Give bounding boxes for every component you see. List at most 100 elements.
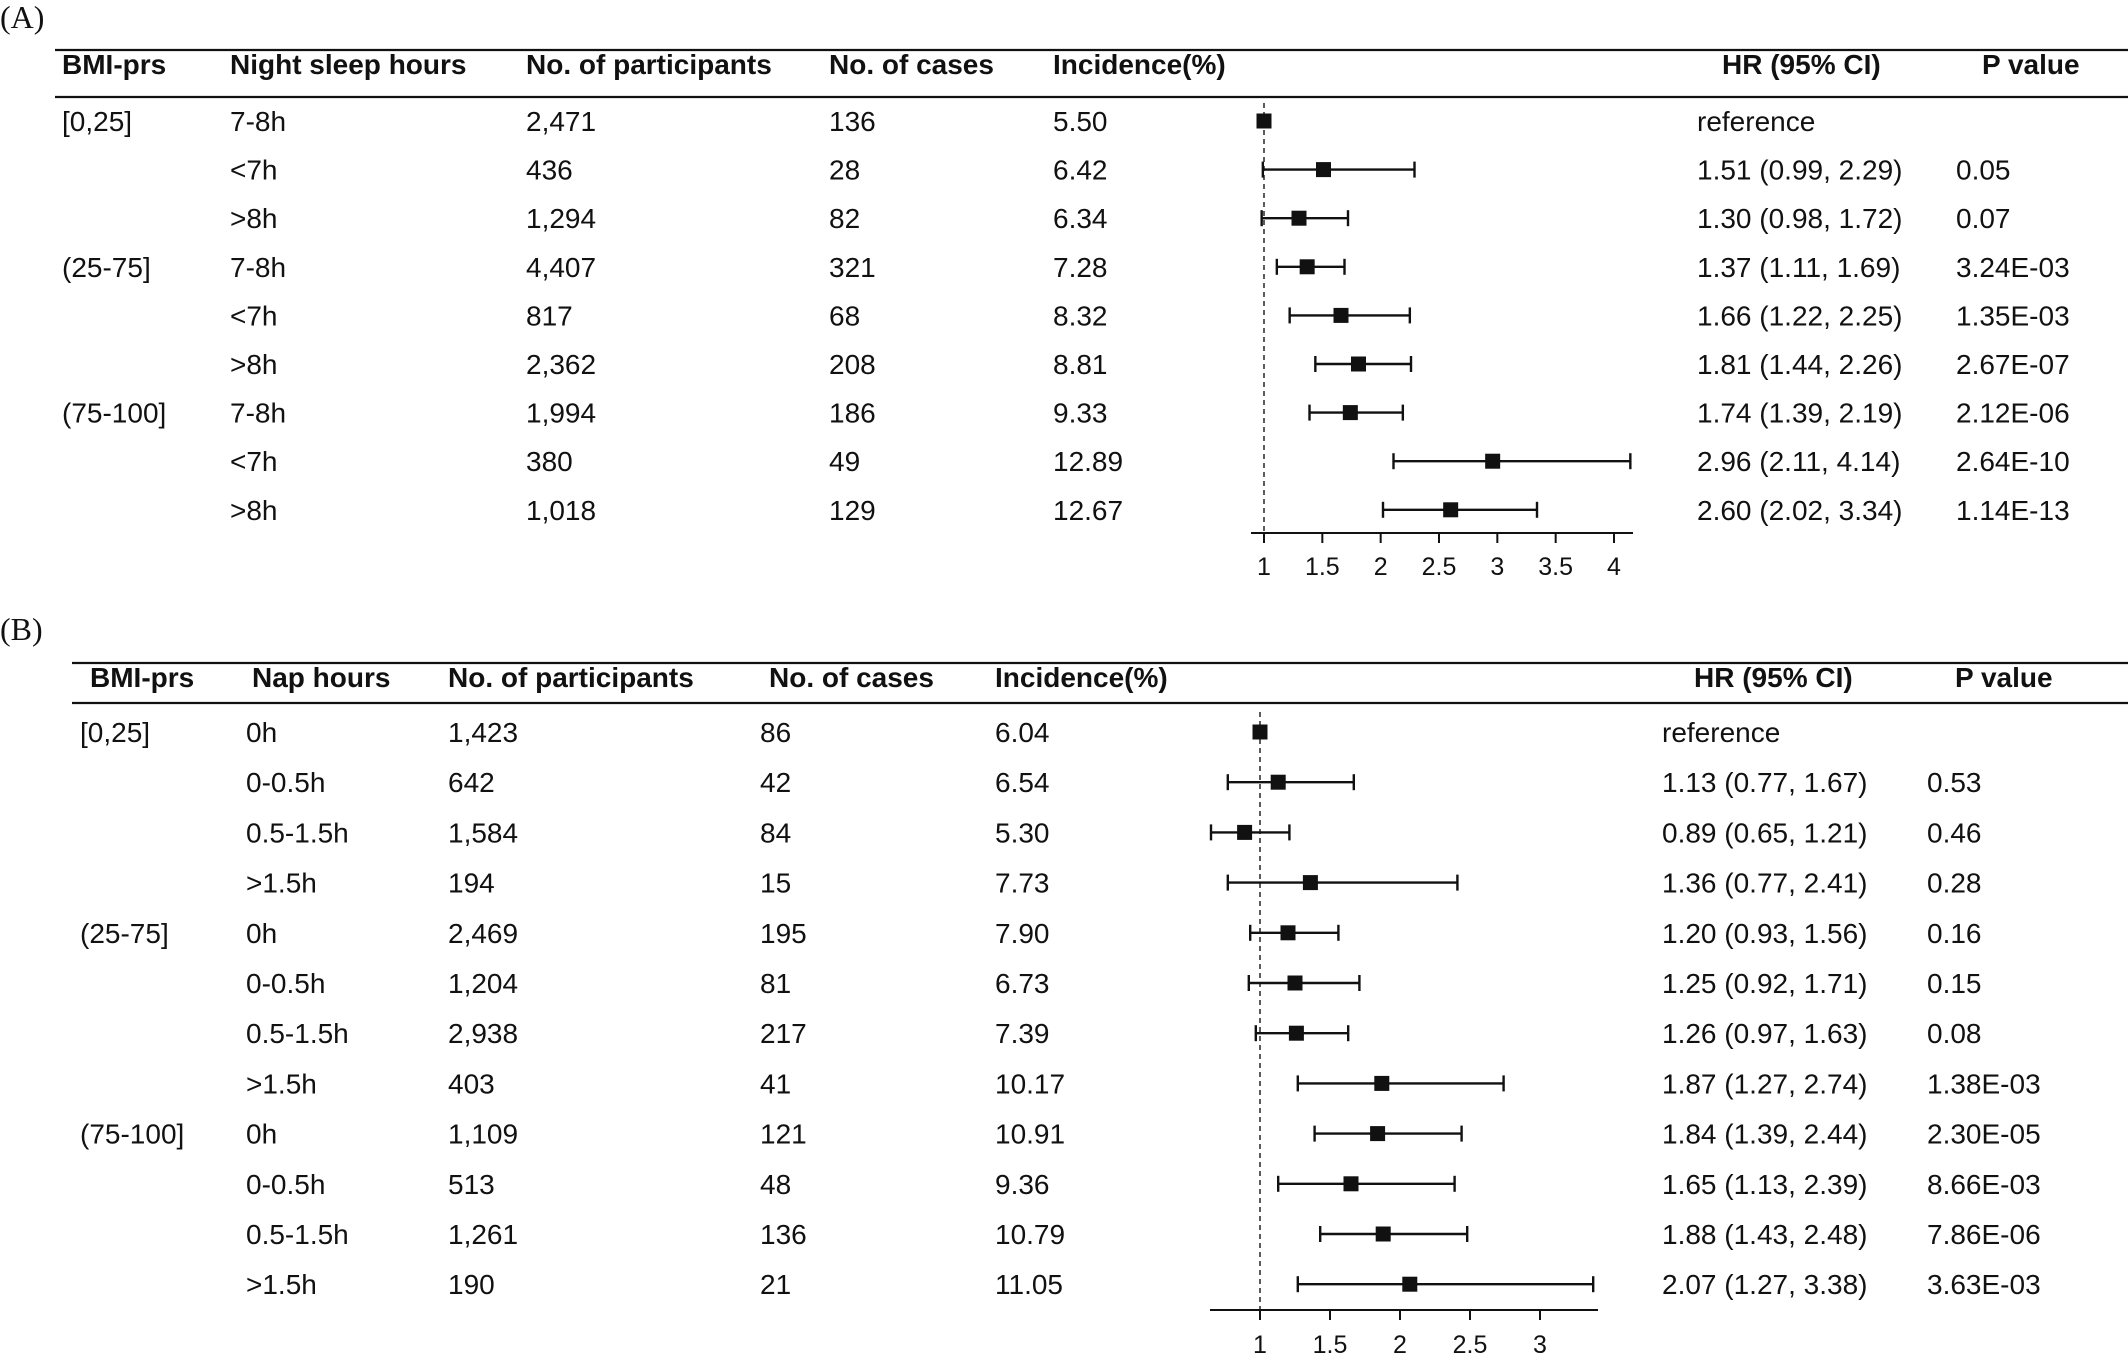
cell-incidence: 10.91 <box>995 1119 1065 1150</box>
cell-incidence: 7.73 <box>995 868 1050 899</box>
cell-category: 0.5-1.5h <box>246 1018 349 1049</box>
cell-category: 0.5-1.5h <box>246 1219 349 1250</box>
hr-point <box>1287 975 1303 991</box>
hr-point <box>1351 356 1366 372</box>
cell-hr-ci: 1.88 (1.43, 2.48) <box>1662 1219 1867 1250</box>
x-tick-label: 1.5 <box>1313 1331 1348 1359</box>
cell-participants: 1,018 <box>526 495 596 526</box>
hr-point <box>1288 1025 1304 1041</box>
table-row: 0-0.5h 513 48 9.36 1.65 (1.13, 2.39) 8.66E-03 <box>246 1169 2041 1200</box>
cell-category: >8h <box>230 349 278 380</box>
cell-hr-ci: 1.65 (1.13, 2.39) <box>1662 1169 1867 1200</box>
cell-group: (25-75] <box>62 252 151 283</box>
cell-category: >1.5h <box>246 1269 317 1300</box>
cell-cases: 195 <box>760 918 807 949</box>
cell-p-value: 0.15 <box>1927 968 1982 999</box>
cell-incidence: 6.73 <box>995 968 1050 999</box>
cell-p-value: 0.05 <box>1956 155 2011 186</box>
cell-incidence: 10.79 <box>995 1219 1065 1250</box>
table-row: 0-0.5h 1,204 81 6.73 1.25 (0.92, 1.71) 0.15 <box>246 968 1982 999</box>
cell-p-value: 0.46 <box>1927 817 1982 848</box>
cell-incidence: 7.39 <box>995 1018 1050 1049</box>
cell-incidence: 5.30 <box>995 817 1050 848</box>
cell-incidence: 7.90 <box>995 918 1050 949</box>
cell-hr-ci: 1.81 (1.44, 2.26) <box>1697 349 1902 380</box>
cell-category: <7h <box>230 446 278 477</box>
hr-point <box>1343 1176 1359 1192</box>
cell-cases: 136 <box>760 1219 807 1250</box>
x-tick-label: 1 <box>1253 1331 1267 1359</box>
cell-hr-ci: 1.51 (0.99, 2.29) <box>1697 155 1902 186</box>
table-row: [0,25] 0h 1,423 86 6.04 reference <box>80 717 1780 748</box>
hr-point <box>1302 875 1318 891</box>
cell-hr-ci: 1.74 (1.39, 2.19) <box>1697 398 1902 429</box>
column-header-hr_ci: HR (95% CI) <box>1722 49 1881 80</box>
cell-hr-ci: reference <box>1697 106 1815 137</box>
column-header-category: Nap hours <box>252 662 390 693</box>
hr-point <box>1280 925 1296 941</box>
cell-p-value: 7.86E-06 <box>1927 1219 2041 1250</box>
table-row: <7h 817 68 8.32 1.66 (1.22, 2.25) 1.35E-03 <box>230 300 2070 331</box>
table-row: 0.5-1.5h 2,938 217 7.39 1.26 (0.97, 1.63) 0.0… <box>246 1018 1982 1049</box>
cell-incidence: 6.34 <box>1053 203 1108 234</box>
cell-cases: 217 <box>760 1018 807 1049</box>
column-header-participants: No. of participants <box>448 662 694 693</box>
cell-incidence: 9.36 <box>995 1169 1050 1200</box>
cell-cases: 41 <box>760 1068 791 1099</box>
cell-p-value: 2.12E-06 <box>1956 398 2070 429</box>
cell-cases: 28 <box>829 155 860 186</box>
table-row: >1.5h 194 15 7.73 1.36 (0.77, 2.41) 0.28 <box>246 868 1982 899</box>
cell-cases: 49 <box>829 446 860 477</box>
cell-hr-ci: 1.87 (1.27, 2.74) <box>1662 1068 1867 1099</box>
cell-hr-ci: 1.20 (0.93, 1.56) <box>1662 918 1867 949</box>
table-row: (75-100] 0h 1,109 121 10.91 1.84 (1.39, 2.44)… <box>80 1119 2041 1150</box>
hr-point <box>1270 774 1286 790</box>
cell-category: >8h <box>230 203 278 234</box>
x-tick-label: 1.5 <box>1305 553 1340 581</box>
cell-p-value: 0.07 <box>1956 203 2011 234</box>
cell-category: 7-8h <box>230 398 286 429</box>
cell-p-value: 0.16 <box>1927 918 1982 949</box>
cell-incidence: 9.33 <box>1053 398 1108 429</box>
cell-cases: 121 <box>760 1119 807 1150</box>
cell-category: 7-8h <box>230 106 286 137</box>
cell-cases: 81 <box>760 968 791 999</box>
x-tick-label: 3 <box>1533 1331 1547 1359</box>
cell-hr-ci: 1.13 (0.77, 1.67) <box>1662 767 1867 798</box>
cell-cases: 321 <box>829 252 876 283</box>
cell-category: 0-0.5h <box>246 767 325 798</box>
cell-cases: 129 <box>829 495 876 526</box>
cell-incidence: 12.67 <box>1053 495 1123 526</box>
hr-point <box>1370 1126 1386 1142</box>
cell-p-value: 3.63E-03 <box>1927 1269 2041 1300</box>
cell-group: [0,25] <box>62 106 132 137</box>
hr-point <box>1299 259 1315 275</box>
cell-category: <7h <box>230 300 278 331</box>
cell-p-value: 1.38E-03 <box>1927 1068 2041 1099</box>
panel-label: (A) <box>0 0 44 35</box>
hr-point <box>1374 1075 1390 1091</box>
cell-participants: 513 <box>448 1169 495 1200</box>
cell-incidence: 12.89 <box>1053 446 1123 477</box>
column-header-incidence: Incidence(%) <box>995 662 1168 693</box>
cell-p-value: 1.35E-03 <box>1956 300 2070 331</box>
cell-category: >1.5h <box>246 1068 317 1099</box>
panel-b: (B) BMI-prs Nap hours No. of participants No… <box>0 611 2128 1359</box>
cell-cases: 208 <box>829 349 876 380</box>
table-row: 0.5-1.5h 1,261 136 10.79 1.88 (1.43, 2.48) 7.… <box>246 1219 2041 1250</box>
cell-hr-ci: 1.25 (0.92, 1.71) <box>1662 968 1867 999</box>
table-row: >1.5h 403 41 10.17 1.87 (1.27, 2.74) 1.38E-03 <box>246 1068 2041 1099</box>
cell-category: 0h <box>246 717 277 748</box>
cell-hr-ci: reference <box>1662 717 1780 748</box>
cell-p-value: 2.64E-10 <box>1956 446 2070 477</box>
column-header-cases: No. of cases <box>829 49 994 80</box>
cell-category: 0-0.5h <box>246 968 325 999</box>
cell-participants: 642 <box>448 767 495 798</box>
cell-category: 0-0.5h <box>246 1169 325 1200</box>
x-tick-label: 3.5 <box>1538 553 1573 581</box>
column-header-incidence: Incidence(%) <box>1053 49 1226 80</box>
cell-hr-ci: 2.60 (2.02, 3.34) <box>1697 495 1902 526</box>
hr-point <box>1375 1226 1391 1242</box>
cell-category: 7-8h <box>230 252 286 283</box>
cell-hr-ci: 1.30 (0.98, 1.72) <box>1697 203 1902 234</box>
